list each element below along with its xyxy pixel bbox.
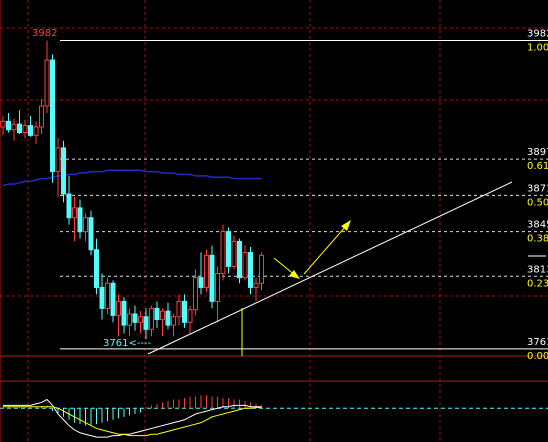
candle-body — [61, 147, 66, 195]
macd-dif — [3, 398, 262, 438]
moving-average — [2, 169, 262, 187]
arrow-head — [341, 220, 351, 231]
candle-body — [242, 252, 248, 279]
fib-ratio-label: 0.236 — [527, 278, 548, 289]
candle-body — [160, 310, 165, 321]
fib-ratio-label: 0.000 — [527, 351, 548, 362]
candle-body — [198, 277, 204, 288]
candle-body — [127, 313, 132, 326]
drawings — [147, 181, 546, 356]
candle-body — [88, 217, 94, 251]
candle-body — [259, 254, 264, 284]
candle-body — [248, 252, 253, 288]
candle-body — [176, 300, 182, 318]
fib-price-label: 3813 — [527, 264, 548, 275]
arrow-head — [289, 270, 300, 279]
candle-body — [237, 240, 242, 279]
candle-body — [6, 120, 11, 131]
candle-body — [154, 307, 160, 321]
trend-line — [147, 181, 513, 355]
candle-body — [187, 309, 193, 323]
fib-ratio-label: 0.500 — [527, 197, 548, 208]
low-label: 3761<---- — [103, 338, 152, 349]
candle-body — [209, 254, 215, 302]
fib-price-label: 3845 — [527, 220, 548, 231]
arrow — [303, 225, 347, 275]
candle-body — [33, 126, 39, 136]
fib-ratio-label: 1.00 — [527, 42, 548, 53]
high-label: 3982 — [32, 28, 57, 39]
candle-body — [121, 300, 127, 326]
price-panel: 3982 1.00 3897 0.618 3871 0.500 3845 0.382 3813 0… — [0, 28, 548, 362]
candle-body — [138, 316, 143, 323]
candle-body — [171, 316, 176, 326]
candle-body — [77, 207, 83, 233]
candle-body — [17, 123, 22, 134]
candle-body — [0, 120, 6, 128]
fib-price-label: 3871 — [527, 183, 548, 194]
candle-body — [182, 300, 187, 323]
candle-body — [11, 123, 17, 131]
candle-body — [165, 310, 171, 326]
candle-body — [215, 272, 220, 302]
candle-body — [231, 240, 237, 268]
candle-body — [116, 300, 121, 316]
fib-ratio-label: 0.382 — [527, 234, 548, 245]
candle-body — [99, 286, 105, 309]
candle-body — [253, 282, 259, 288]
candle-body — [39, 105, 44, 128]
candle-body — [55, 147, 61, 173]
fib-price-label: 3897 — [527, 147, 548, 158]
candle-body — [110, 282, 116, 316]
candle-body — [193, 277, 198, 311]
fib-ratio-label: 0.618 — [527, 161, 548, 172]
macd-dea — [3, 406, 262, 437]
candle-body — [22, 125, 28, 134]
candle-body — [66, 193, 72, 219]
candle-body — [83, 217, 88, 233]
candle-body — [28, 125, 33, 136]
candle-body — [72, 207, 77, 219]
candle-body — [204, 254, 209, 288]
candle-body — [105, 282, 110, 309]
candle-body — [44, 59, 50, 107]
macd-panel — [0, 395, 548, 438]
fib-price-label: 3982 — [527, 28, 548, 39]
candle-body — [50, 59, 55, 173]
candle-body — [149, 307, 154, 330]
candle-body — [143, 316, 149, 330]
candle-body — [220, 231, 226, 274]
fib-price-label: 3761 — [527, 337, 548, 348]
candle-body — [94, 249, 99, 288]
candle-body — [132, 313, 138, 323]
candle-body — [226, 231, 231, 268]
